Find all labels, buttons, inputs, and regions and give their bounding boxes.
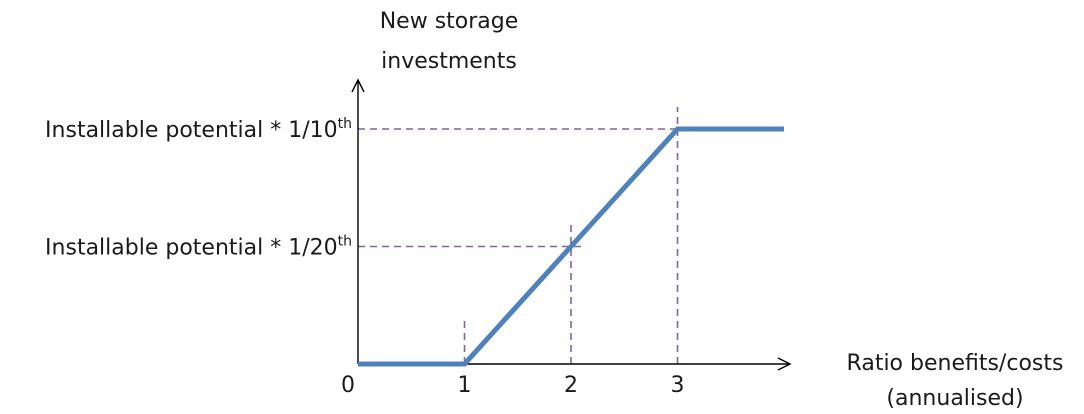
x-axis-label-line-1: Ratio benefits/costs [847, 351, 1064, 376]
guide-lines [358, 107, 679, 364]
series-line [358, 126, 784, 367]
origin-label: 0 [341, 373, 355, 398]
y-level-label-tenth: Installable potential * 1/10th [45, 116, 352, 143]
y-level-labels: Installable potential * 1/10th Installabl… [45, 116, 352, 261]
y-level-label-twentieth: Installable potential * 1/20th [45, 234, 352, 261]
x-tick-label-2: 2 [564, 373, 578, 398]
x-tick-label-3: 3 [671, 373, 685, 398]
y-axis-label-line-2: investments [381, 49, 517, 74]
x-tick-labels: 1 2 3 [458, 373, 685, 398]
x-axis-label-line-2: (annualised) [886, 386, 1023, 411]
x-tick-label-1: 1 [458, 373, 472, 398]
y-axis-label-line-1: New storage [380, 9, 519, 34]
